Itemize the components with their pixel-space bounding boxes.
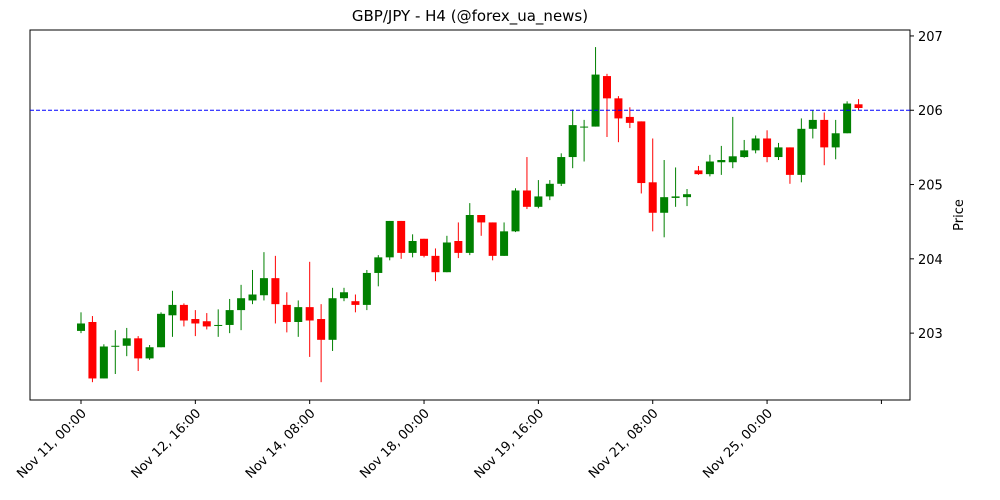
- x-tick-label: Nov 14, 08:00: [243, 406, 319, 482]
- candle-body: [442, 242, 451, 273]
- candle-body: [568, 125, 577, 158]
- candle-body: [168, 304, 177, 316]
- candle-body: [420, 238, 429, 256]
- x-tick-label: Nov 25, 00:00: [700, 406, 776, 482]
- candle-body: [374, 257, 383, 273]
- candle-body: [591, 74, 600, 127]
- candle-body: [122, 338, 131, 346]
- candle-body: [728, 156, 737, 163]
- candle-body: [522, 190, 531, 207]
- candle-body: [225, 310, 234, 325]
- candle-body: [477, 215, 486, 223]
- candle-body: [328, 298, 337, 340]
- candle-body: [134, 338, 143, 359]
- candle-body: [763, 138, 772, 158]
- y-tick-label: 205: [918, 179, 943, 194]
- candle-body: [179, 304, 188, 321]
- candle-body: [488, 222, 497, 256]
- candle-body: [259, 278, 268, 296]
- candle-body: [88, 321, 97, 379]
- y-tick-label: 207: [918, 30, 943, 45]
- candle-body: [831, 133, 840, 148]
- candle-body: [854, 104, 863, 109]
- candle-body: [214, 324, 223, 326]
- candle-body: [717, 160, 726, 163]
- candle-body: [683, 194, 692, 198]
- candle-body: [294, 307, 303, 322]
- candle-body: [237, 298, 246, 311]
- y-tick-label: 206: [918, 104, 943, 119]
- x-tick-label: Nov 19, 16:00: [472, 406, 548, 482]
- candle-body: [637, 121, 646, 184]
- candle-body: [602, 76, 611, 99]
- candle-body: [545, 183, 554, 197]
- candle-body: [431, 255, 440, 273]
- candle-body: [397, 220, 406, 253]
- candle-body: [751, 138, 760, 151]
- candle-body: [660, 197, 669, 213]
- candle-body: [500, 231, 509, 256]
- candle-body: [511, 190, 520, 232]
- candle-body: [648, 182, 657, 213]
- candle-body: [76, 323, 85, 331]
- candle-body: [408, 241, 417, 253]
- candle-body: [145, 347, 154, 359]
- candle-body: [282, 304, 291, 322]
- candle-body: [248, 294, 257, 301]
- x-tick-label: Nov 18, 00:00: [357, 406, 433, 482]
- candle-body: [271, 278, 280, 305]
- candle-body: [339, 292, 348, 299]
- x-tick-label: Nov 11, 00:00: [14, 406, 90, 482]
- x-tick-label: Nov 12, 16:00: [129, 406, 205, 482]
- y-tick-label: 203: [918, 327, 943, 342]
- candle-body: [785, 147, 794, 175]
- y-axis-label: Price: [952, 199, 967, 231]
- candle-body: [454, 241, 463, 253]
- candle-body: [351, 301, 360, 305]
- candle-body: [694, 170, 703, 175]
- candle-body: [705, 161, 714, 175]
- candle-body: [157, 313, 166, 348]
- candle-body: [305, 307, 314, 321]
- candle-body: [740, 150, 749, 158]
- y-tick-label: 204: [918, 253, 943, 268]
- candle-body: [671, 196, 680, 198]
- candle-body: [808, 119, 817, 129]
- candle-body: [557, 157, 566, 184]
- candle-body: [202, 321, 211, 327]
- candle-body: [625, 116, 634, 123]
- candle-body: [191, 319, 200, 324]
- candle-body: [797, 128, 806, 175]
- chart-title: GBP/JPY - H4 (@forex_ua_news): [352, 7, 588, 26]
- candle-body: [111, 345, 120, 347]
- candle-body: [534, 196, 543, 207]
- candle-body: [614, 98, 623, 119]
- candle-body: [99, 346, 108, 379]
- candle-body: [580, 126, 589, 128]
- candle-body: [843, 103, 852, 134]
- plot-frame: [29, 29, 911, 401]
- candle-body: [362, 272, 371, 305]
- x-tick-label: Nov 21, 08:00: [586, 406, 662, 482]
- candle-body: [385, 220, 394, 258]
- candle-body: [774, 147, 783, 158]
- candle-body: [317, 319, 326, 340]
- candle-body: [465, 215, 474, 253]
- candle-body: [820, 119, 829, 148]
